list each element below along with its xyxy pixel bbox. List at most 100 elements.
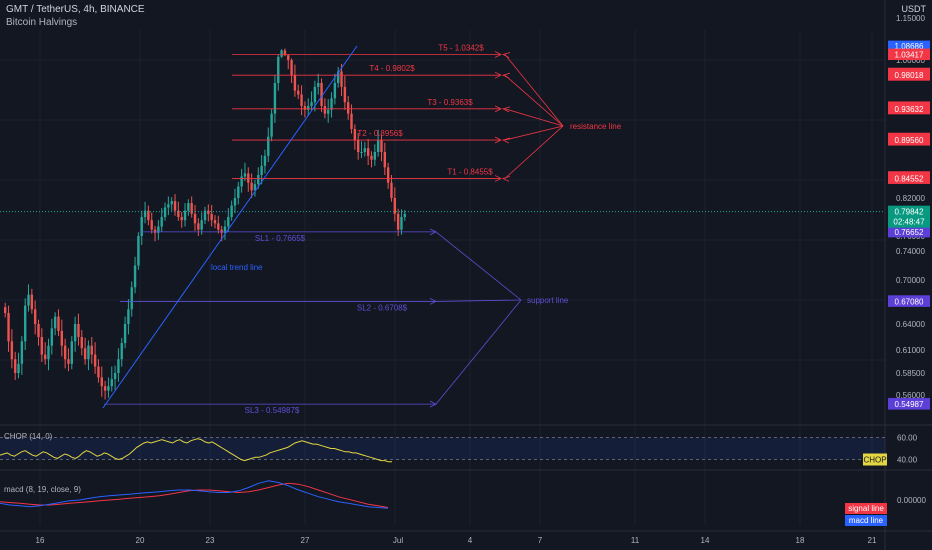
support-level-label: SL2 - 0.6708$: [357, 303, 408, 312]
candle-body: [373, 152, 377, 160]
price-axis-tick: 0.56000: [896, 391, 925, 400]
indicator-label-bitcoin-halvings[interactable]: Bitcoin Halvings: [6, 17, 78, 28]
support-level-label: SL3 - 0.54987$: [245, 406, 300, 415]
candle-body: [183, 210, 187, 221]
candle-body: [280, 50, 283, 57]
candle-body: [33, 309, 37, 324]
support-pointer-line: [435, 299, 522, 405]
time-axis-tick: 20: [136, 536, 145, 545]
candle-body: [173, 201, 177, 211]
candle-body: [253, 184, 257, 191]
resistance-pointer-line: [504, 54, 564, 127]
candle-body: [360, 152, 363, 153]
chop-last-badge: [863, 453, 887, 466]
support-level-label: SL1 - 0.7665$: [255, 234, 306, 243]
candle-body: [213, 220, 217, 224]
candle-body: [343, 86, 347, 103]
chop-line: [0, 438, 392, 463]
candle-body: [320, 83, 323, 106]
countdown-label: 02:48:47: [893, 218, 925, 227]
candle-body: [210, 213, 213, 221]
resistance-pointer-arrowhead: [501, 72, 511, 79]
resistance-pointer-line: [504, 74, 564, 127]
resistance-pointer-arrowhead: [501, 176, 511, 182]
local-trend-line: [102, 45, 358, 409]
price-axis-tick: 0.74000: [896, 247, 925, 256]
time-axis-tick: 18: [796, 536, 805, 545]
candle-body: [40, 337, 44, 355]
candle-body: [193, 213, 197, 224]
candle-body: [203, 210, 207, 221]
resistance-arrowhead: [494, 51, 502, 58]
candle-body: [4, 307, 7, 313]
resistance-level-label: T4 - 0.9802$: [369, 64, 415, 73]
resistance-arrowhead: [494, 136, 502, 144]
candle-body: [93, 354, 97, 367]
macd-line: [0, 480, 389, 509]
candle-body: [163, 207, 167, 217]
candle-body: [157, 226, 160, 233]
candle-body: [67, 359, 70, 364]
candle-body: [380, 140, 383, 152]
candle-body: [73, 324, 77, 342]
macd-pane-title: macd (8, 19, close, 9): [4, 485, 81, 494]
candle-body: [217, 223, 220, 230]
candle-body: [293, 75, 297, 91]
price-axis-tick: 1.15000: [896, 14, 925, 23]
candle-body: [273, 83, 277, 114]
resistance-level-label: T3 - 0.9363$: [427, 98, 473, 107]
candle-body: [400, 217, 403, 230]
candle-body: [356, 140, 360, 152]
price-badge-label: 1.08686: [895, 42, 924, 51]
last-price-label: 0.79842: [895, 208, 924, 217]
candle-body: [190, 203, 193, 214]
macd-line-legend-label: macd line: [849, 516, 884, 525]
resistance-arrowhead: [494, 175, 502, 182]
price-axis-tick: 0.61000: [896, 346, 925, 355]
resistance-arrowhead: [494, 105, 502, 113]
time-axis: 16 20 23 27 Jul 4 7 11 14 18 21: [36, 536, 877, 545]
support-pointer-line: [435, 299, 522, 302]
resistance-pointer-arrowhead: [501, 52, 511, 58]
resistance-arrowhead: [494, 71, 502, 79]
candle-body: [197, 223, 200, 230]
price-badge-label: 0.76652: [895, 228, 924, 237]
macd-axis-tick: 0.00000: [897, 496, 926, 505]
candle-body: [370, 155, 373, 160]
candle-body: [133, 265, 137, 288]
candles: [4, 48, 406, 400]
price-axis-tick: 0.64000: [896, 320, 925, 329]
candle-body: [20, 341, 24, 364]
resistance-pointer-line: [504, 125, 564, 141]
candle-body: [346, 102, 350, 114]
candle-body: [270, 113, 273, 137]
candle-body: [383, 152, 387, 168]
price-axis: 1.150001.100001.000000.820000.760000.740…: [888, 14, 930, 410]
candle-body: [43, 354, 47, 360]
candle-body: [97, 366, 100, 378]
candle-body: [27, 294, 30, 306]
candle-body: [180, 217, 183, 221]
time-axis-tick: 11: [631, 536, 640, 545]
macd-line-legend-badge: [845, 515, 887, 526]
chop-pane: CHOP (14, 0) 60.00 40.00 CHOP: [0, 432, 918, 466]
time-axis-tick: 21: [868, 536, 877, 545]
candle-body: [267, 136, 270, 156]
candle-body: [277, 56, 280, 83]
candle-body: [130, 287, 133, 310]
candle-body: [287, 55, 290, 60]
candle-body: [160, 217, 163, 227]
time-axis-tick: 7: [538, 536, 543, 545]
candle-body: [333, 83, 337, 99]
price-badge: [888, 69, 930, 81]
candle-body: [117, 359, 120, 373]
candle-body: [223, 226, 227, 233]
candle-body: [283, 50, 287, 56]
symbol-title[interactable]: GMT / TetherUS, 4h, BINANCE: [6, 4, 145, 15]
resistance-pointer-arrowhead: [501, 137, 511, 144]
time-axis-tick: 14: [701, 536, 710, 545]
price-axis-tick: 0.82000: [896, 194, 925, 203]
candle-body: [330, 98, 333, 110]
candle-body: [227, 217, 230, 227]
